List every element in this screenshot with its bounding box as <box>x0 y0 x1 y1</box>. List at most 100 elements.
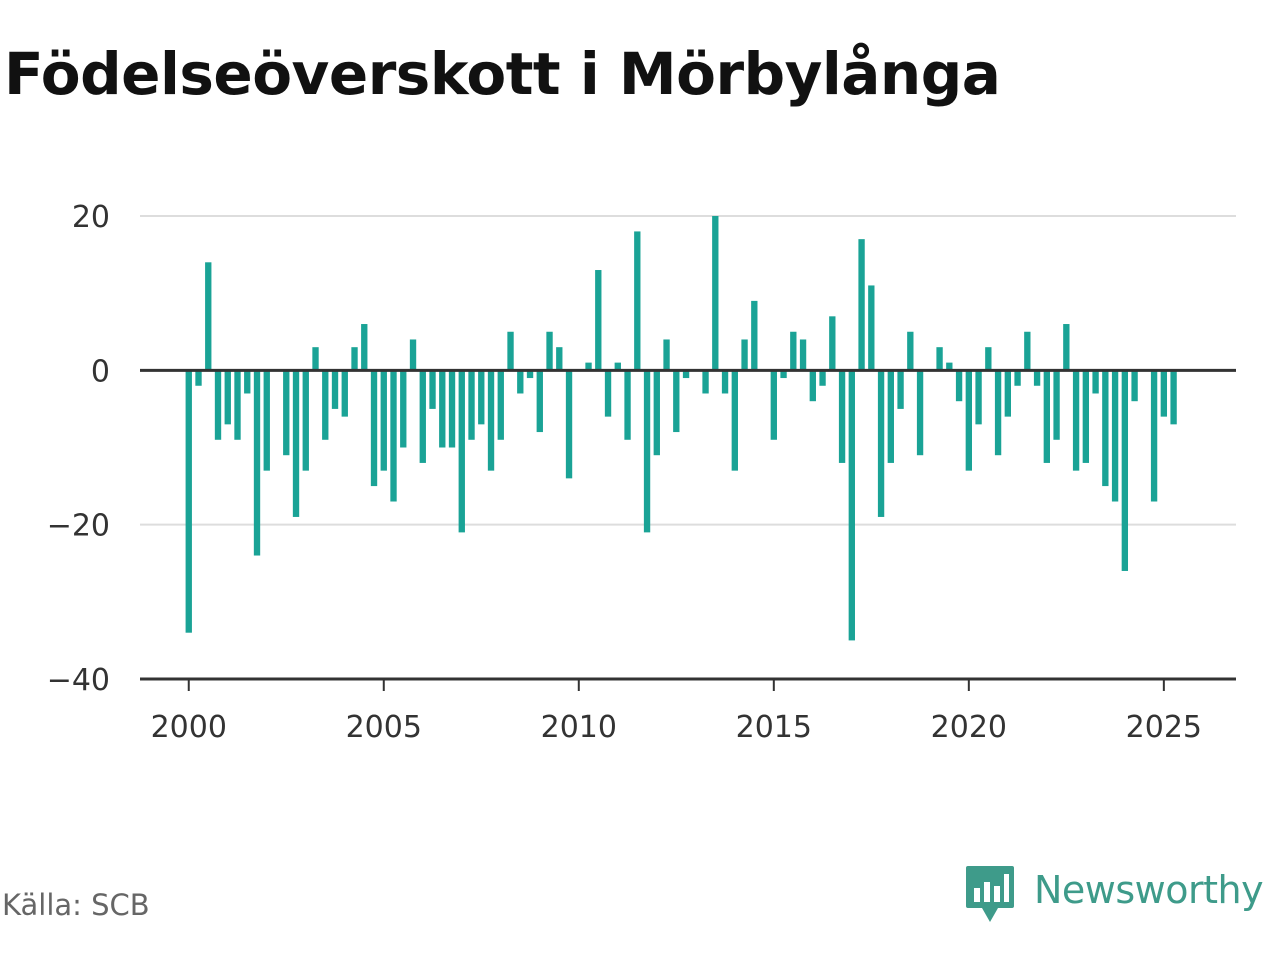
bar <box>721 370 729 394</box>
bar <box>1043 370 1050 463</box>
bar <box>965 370 972 471</box>
bar <box>994 370 1002 456</box>
bar <box>565 370 573 479</box>
bars <box>185 216 1177 641</box>
bar <box>497 370 504 440</box>
bar <box>1033 370 1041 386</box>
bar <box>526 370 534 379</box>
bar <box>253 370 261 556</box>
bar <box>400 370 407 448</box>
bar <box>770 370 777 440</box>
bar <box>1121 370 1129 571</box>
bar <box>487 370 495 471</box>
bar <box>1111 370 1119 502</box>
bar <box>312 347 319 371</box>
bar <box>614 362 621 371</box>
bar <box>351 347 358 371</box>
y-tick-label: −20 <box>47 509 110 544</box>
bar <box>731 370 738 471</box>
bar <box>877 370 885 517</box>
bar <box>302 370 309 471</box>
bar <box>595 270 602 371</box>
bar <box>185 370 192 633</box>
bar <box>653 370 660 456</box>
bar <box>673 370 680 433</box>
bar <box>478 370 485 425</box>
bar <box>1004 370 1011 417</box>
bar <box>1150 370 1158 502</box>
bar <box>546 331 553 371</box>
bar <box>624 370 631 440</box>
bar <box>848 370 855 641</box>
bar <box>1072 370 1080 471</box>
bar <box>370 370 378 487</box>
bar <box>829 316 836 371</box>
bar <box>858 239 865 371</box>
bar <box>819 370 826 386</box>
bar <box>1170 370 1177 425</box>
bar <box>244 370 251 394</box>
bar <box>585 362 592 371</box>
bar <box>838 370 846 463</box>
bar <box>448 370 456 448</box>
bar <box>361 324 368 371</box>
bar <box>936 347 943 371</box>
x-tick-label: 2015 <box>736 710 812 745</box>
bar <box>1131 370 1138 402</box>
bar <box>234 370 241 440</box>
bar <box>682 370 690 379</box>
bar <box>380 370 387 471</box>
bar <box>741 339 748 371</box>
bar <box>419 370 426 463</box>
x-tick-label: 2020 <box>931 710 1007 745</box>
bar <box>429 370 436 409</box>
bar <box>780 370 787 379</box>
bar <box>263 370 270 471</box>
tick-labels: 20 0 −20 −40 2000 2005 2010 2015 2020 2025 <box>47 200 1202 745</box>
bar <box>205 262 212 371</box>
bar <box>809 370 816 402</box>
bar <box>897 370 904 409</box>
bar <box>946 362 953 371</box>
bar <box>751 300 758 371</box>
bar <box>322 370 329 440</box>
bar <box>341 370 348 417</box>
bar <box>887 370 894 463</box>
bar <box>1082 370 1090 463</box>
bar <box>604 370 612 417</box>
bar <box>331 370 339 409</box>
newsworthy-logo[interactable]: Newsworthy <box>964 864 1264 926</box>
bar <box>985 347 992 371</box>
bar <box>224 370 231 425</box>
bar <box>536 370 543 433</box>
bar <box>868 285 875 371</box>
bar <box>1092 370 1099 394</box>
x-tick-label: 2005 <box>346 710 422 745</box>
bar <box>975 370 982 425</box>
bar <box>1014 370 1021 386</box>
bar <box>439 370 446 448</box>
bar <box>214 370 222 440</box>
source-label: Källa: SCB <box>2 888 150 922</box>
bar <box>1160 370 1168 417</box>
chart-bubble-icon <box>966 866 1014 922</box>
y-tick-label: 0 <box>91 354 110 389</box>
bar <box>390 370 397 502</box>
bar <box>517 370 524 394</box>
grid-lines <box>140 215 1236 526</box>
bar <box>507 331 514 371</box>
bar <box>634 231 641 371</box>
bar <box>409 339 417 371</box>
x-tick-label: 2025 <box>1126 710 1202 745</box>
bar <box>458 370 465 533</box>
bar <box>907 331 914 371</box>
bar <box>643 370 651 533</box>
bar <box>955 370 963 402</box>
bar <box>663 339 670 371</box>
bar <box>799 339 807 371</box>
bar <box>712 216 719 371</box>
bar <box>790 331 797 371</box>
chart-title: Födelseöverskott i Mörbylånga <box>4 40 1001 108</box>
bar <box>292 370 300 517</box>
y-tick-label: 20 <box>72 200 110 235</box>
